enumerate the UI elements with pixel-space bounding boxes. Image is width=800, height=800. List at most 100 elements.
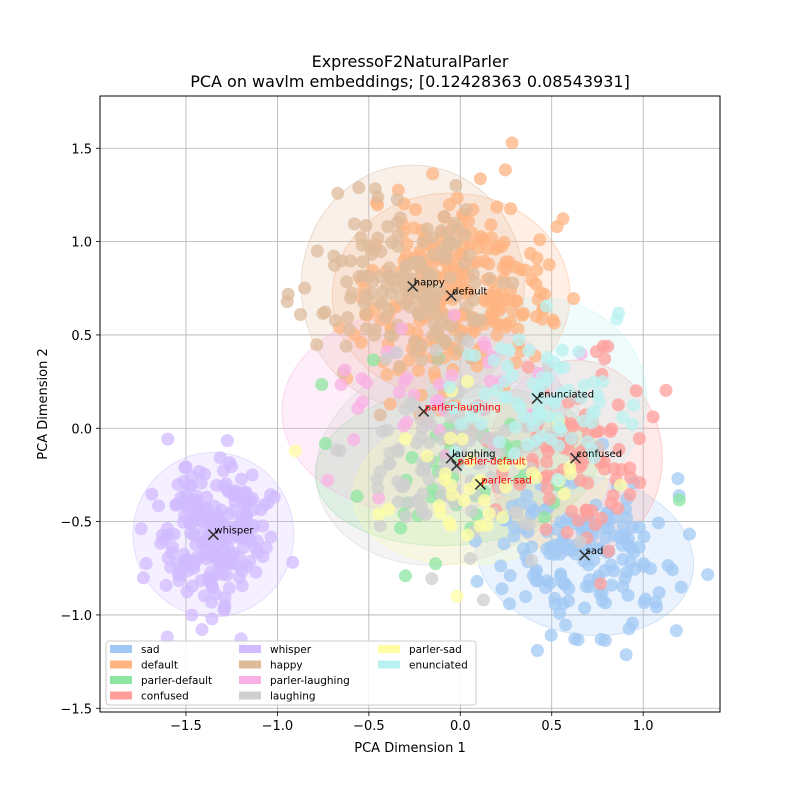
y-axis-label: PCA Dimension 2 [36, 348, 51, 459]
data-point-laughing [429, 343, 443, 357]
data-point-confused [606, 488, 620, 502]
data-point-parler-default [394, 521, 408, 535]
data-point-parler-default [350, 489, 364, 503]
data-point-confused [565, 504, 579, 518]
data-point-happy [347, 217, 361, 231]
data-point-happy [398, 297, 412, 311]
data-point-whisper [178, 460, 192, 474]
data-point-sad [520, 488, 534, 502]
data-point-happy [352, 181, 366, 195]
data-point-happy [451, 222, 465, 236]
centroid-marker-sad [579, 549, 591, 561]
data-point-happy [293, 307, 307, 321]
data-point-parler-sad [457, 493, 471, 507]
data-point-sad [598, 633, 612, 647]
data-point-enunciated [446, 401, 460, 415]
data-point-whisper [195, 536, 209, 550]
data-point-confused [539, 522, 553, 536]
centroid-marker-happy [407, 280, 419, 292]
centroid-layer: sad default parler-default confused whisper h… [207, 277, 622, 561]
data-point-sad [669, 624, 683, 638]
data-point-parler-laughing [351, 401, 365, 415]
data-point-laughing [573, 535, 587, 549]
centroid-label-happy: happy [414, 277, 445, 288]
legend-item-parler-sad: parler-sad [378, 644, 462, 656]
data-point-happy [341, 311, 355, 325]
legend: sad default parler-default confused whisper h… [105, 640, 477, 706]
data-point-sad [637, 556, 651, 570]
data-point-parler-sad [496, 511, 510, 525]
data-point-laughing [409, 400, 423, 414]
data-point-parler-default [398, 569, 412, 583]
legend-item-happy: happy [239, 660, 303, 672]
legend-label: default [141, 660, 178, 672]
legend-label: laughing [270, 691, 316, 703]
data-point-default [510, 294, 524, 308]
data-point-whisper [204, 565, 218, 579]
data-point-whisper [217, 601, 231, 615]
data-point-happy [433, 284, 447, 298]
data-point-default [409, 203, 423, 217]
data-point-happy [460, 299, 474, 313]
data-point-parler-default [367, 353, 381, 367]
data-point-laughing [525, 553, 539, 567]
data-point-happy [358, 288, 372, 302]
data-point-enunciated [544, 432, 558, 446]
data-point-sad [665, 563, 679, 577]
data-point-sad [548, 591, 562, 605]
legend-label: parler-sad [409, 644, 462, 656]
data-point-enunciated [555, 343, 569, 357]
data-point-sad [617, 528, 631, 542]
data-point-laughing [461, 334, 475, 348]
data-point-happy [344, 254, 358, 268]
legend-swatch [239, 691, 261, 700]
data-point-laughing [397, 480, 411, 494]
data-point-default [473, 172, 487, 186]
data-point-laughing [522, 518, 536, 532]
data-point-parler-sad [450, 589, 464, 603]
data-point-confused [596, 339, 610, 353]
data-point-sad [682, 527, 696, 541]
data-point-default [506, 304, 520, 318]
data-point-laughing [383, 456, 397, 470]
data-point-parler-sad [482, 507, 496, 521]
data-point-whisper [136, 571, 150, 585]
data-point-parler-laughing [321, 473, 335, 487]
data-point-default [490, 328, 504, 342]
data-point-laughing [383, 446, 397, 460]
data-point-parler-laughing [392, 385, 406, 399]
data-point-sad [701, 568, 715, 582]
data-point-parler-laughing [395, 321, 409, 335]
data-point-happy [342, 323, 356, 337]
data-point-enunciated [539, 299, 553, 313]
data-point-happy [318, 305, 332, 319]
legend-label: parler-default [141, 675, 212, 687]
data-point-laughing [463, 551, 477, 565]
data-point-parler-default [537, 510, 551, 524]
data-point-whisper [172, 574, 186, 588]
data-point-enunciated [507, 447, 521, 461]
data-point-default [490, 200, 504, 214]
data-point-happy [459, 202, 473, 216]
data-point-laughing [509, 505, 523, 519]
data-point-whisper [206, 581, 220, 595]
data-point-enunciated [590, 388, 604, 402]
data-point-happy [359, 307, 373, 321]
data-point-default [523, 247, 537, 261]
data-point-whisper [259, 541, 273, 555]
data-point-parler-sad [497, 459, 511, 473]
data-point-default [533, 233, 547, 247]
data-point-enunciated [588, 405, 602, 419]
x-axis-label: PCA Dimension 1 [354, 741, 465, 756]
data-point-laughing [484, 471, 498, 485]
data-point-whisper [161, 551, 175, 565]
data-point-whisper [213, 538, 227, 552]
centroid-marker-confused [569, 452, 582, 464]
data-point-default [567, 292, 581, 306]
y-tick-label: −1.5 [60, 702, 92, 717]
data-point-happy [339, 339, 353, 353]
data-point-sad [470, 574, 484, 588]
data-point-whisper [183, 516, 197, 530]
data-point-laughing [416, 487, 430, 501]
centroid-label-enunciated: enunciated [538, 389, 594, 400]
